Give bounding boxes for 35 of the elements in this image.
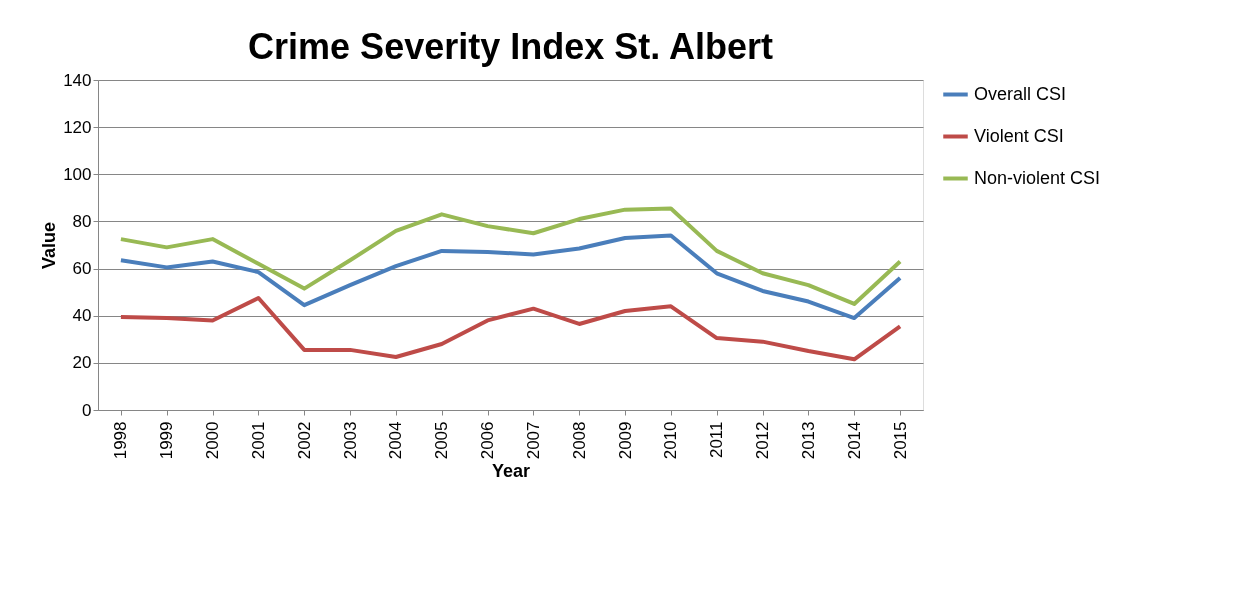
x-tick-label: 2003 — [340, 421, 360, 460]
y-tick-label: 40 — [72, 306, 92, 326]
y-tick-label: 20 — [72, 353, 92, 373]
line-series — [118, 296, 903, 362]
line-series — [118, 206, 903, 306]
x-tick-label: 2007 — [523, 421, 543, 460]
x-tick-label: 2013 — [798, 421, 818, 460]
line-series — [118, 233, 903, 321]
y-tick-label: 0 — [82, 400, 92, 420]
x-tick-label: 2011 — [707, 421, 727, 459]
y-tick-label: 140 — [63, 70, 92, 90]
y-tick-label: 120 — [63, 117, 92, 137]
x-tick-label: 2009 — [615, 421, 635, 460]
x-tick-label: 2002 — [294, 421, 314, 460]
x-tick-label: 2004 — [386, 421, 406, 460]
x-tick-label: 2014 — [844, 421, 864, 460]
x-tick-label: 2001 — [248, 421, 268, 460]
legend-label: Violent CSI — [974, 125, 1064, 146]
y-tick-label: 80 — [72, 211, 92, 231]
x-tick-label: 1999 — [157, 421, 177, 460]
legend-label: Non-violent CSI — [974, 167, 1101, 188]
x-tick-label: 2000 — [203, 421, 223, 460]
x-tick-label: 2006 — [478, 421, 498, 460]
x-tick-label: 1998 — [111, 421, 131, 460]
x-tick-label: 2015 — [890, 421, 910, 460]
x-axis-title: Year — [491, 461, 531, 482]
x-tick-label: 2005 — [432, 421, 452, 460]
legend-label: Overall CSI — [974, 83, 1067, 104]
y-tick-label: 60 — [72, 259, 92, 279]
x-tick-label: 2010 — [661, 421, 681, 460]
chart-title: Crime Severity Index St. Albert — [248, 26, 773, 67]
y-tick-label: 100 — [63, 164, 92, 184]
y-axis-title: Value — [39, 221, 60, 270]
x-tick-label: 2012 — [753, 421, 773, 460]
x-tick-label: 2008 — [569, 421, 589, 460]
